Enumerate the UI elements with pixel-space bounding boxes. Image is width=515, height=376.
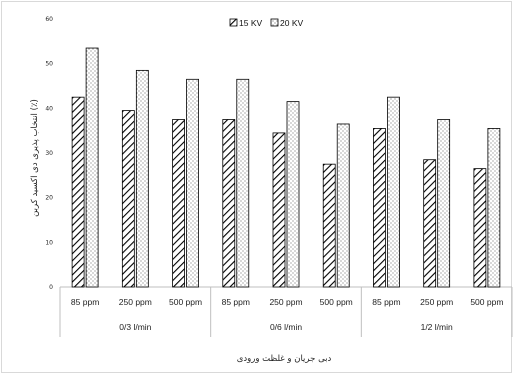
- bar-20kv: [487, 128, 501, 288]
- x-category-label: 85 ppm: [372, 297, 400, 307]
- legend-swatch-20kv: [270, 18, 279, 27]
- x-category-label: 250 ppm: [420, 297, 453, 307]
- legend-swatch-15kv: [229, 18, 238, 27]
- bar-15kv: [222, 119, 236, 288]
- axes: [59, 286, 513, 337]
- bar-20kv: [85, 47, 99, 288]
- bar-15kv: [272, 132, 286, 288]
- bar-20kv: [437, 119, 451, 288]
- x-category-label: 500 ppm: [169, 297, 202, 307]
- x-group-label: 0/6 l/min: [270, 322, 302, 332]
- y-tick-label: 20: [45, 195, 53, 202]
- x-category-label: 500 ppm: [470, 297, 503, 307]
- y-tick-label: 60: [45, 16, 53, 23]
- x-category-label: 500 ppm: [320, 297, 353, 307]
- y-tick-label: 50: [45, 61, 53, 68]
- bar-15kv: [121, 110, 135, 288]
- y-tick-label: 40: [45, 105, 53, 112]
- bar-20kv: [236, 78, 250, 288]
- bar-15kv: [373, 128, 386, 288]
- x-categories: 85 ppm 250 ppm 500 ppm 85 ppm 250 ppm 500 ppm…: [71, 297, 504, 332]
- x-category-label: 85 ppm: [71, 297, 99, 307]
- x-category-label: 250 ppm: [119, 297, 152, 307]
- bar-20kv: [387, 96, 400, 288]
- bar-15kv: [71, 96, 85, 288]
- y-tick-label: 30: [45, 150, 53, 157]
- bar-20kv: [336, 123, 350, 288]
- legend-label-20kv: 20 KV: [280, 18, 303, 28]
- x-category-label: 85 ppm: [222, 297, 250, 307]
- bar-15kv: [172, 119, 185, 288]
- y-ticks: 0 10 20 30 40 50 60: [45, 16, 53, 291]
- bar-20kv: [186, 78, 199, 288]
- legend: 15 KV 20 KV: [229, 18, 303, 28]
- legend-label-15kv: 15 KV: [239, 18, 262, 28]
- x-group-label: 1/2 l/min: [421, 322, 453, 332]
- bar-15kv: [473, 168, 487, 288]
- y-tick-label: 0: [49, 284, 53, 291]
- bar-15kv: [423, 159, 437, 288]
- x-category-label: 250 ppm: [269, 297, 302, 307]
- y-axis-label: انتخاب پذیری دی اکسید کربن (٪): [30, 99, 40, 217]
- x-axis-label: دبی جریان و غلظت ورودی: [237, 354, 332, 364]
- y-tick-label: 10: [45, 239, 53, 246]
- bar-20kv: [286, 101, 300, 288]
- bar-20kv: [135, 69, 149, 288]
- x-group-label: 0/3 l/min: [119, 322, 151, 332]
- bars: [71, 47, 501, 288]
- bar-15kv: [322, 163, 336, 288]
